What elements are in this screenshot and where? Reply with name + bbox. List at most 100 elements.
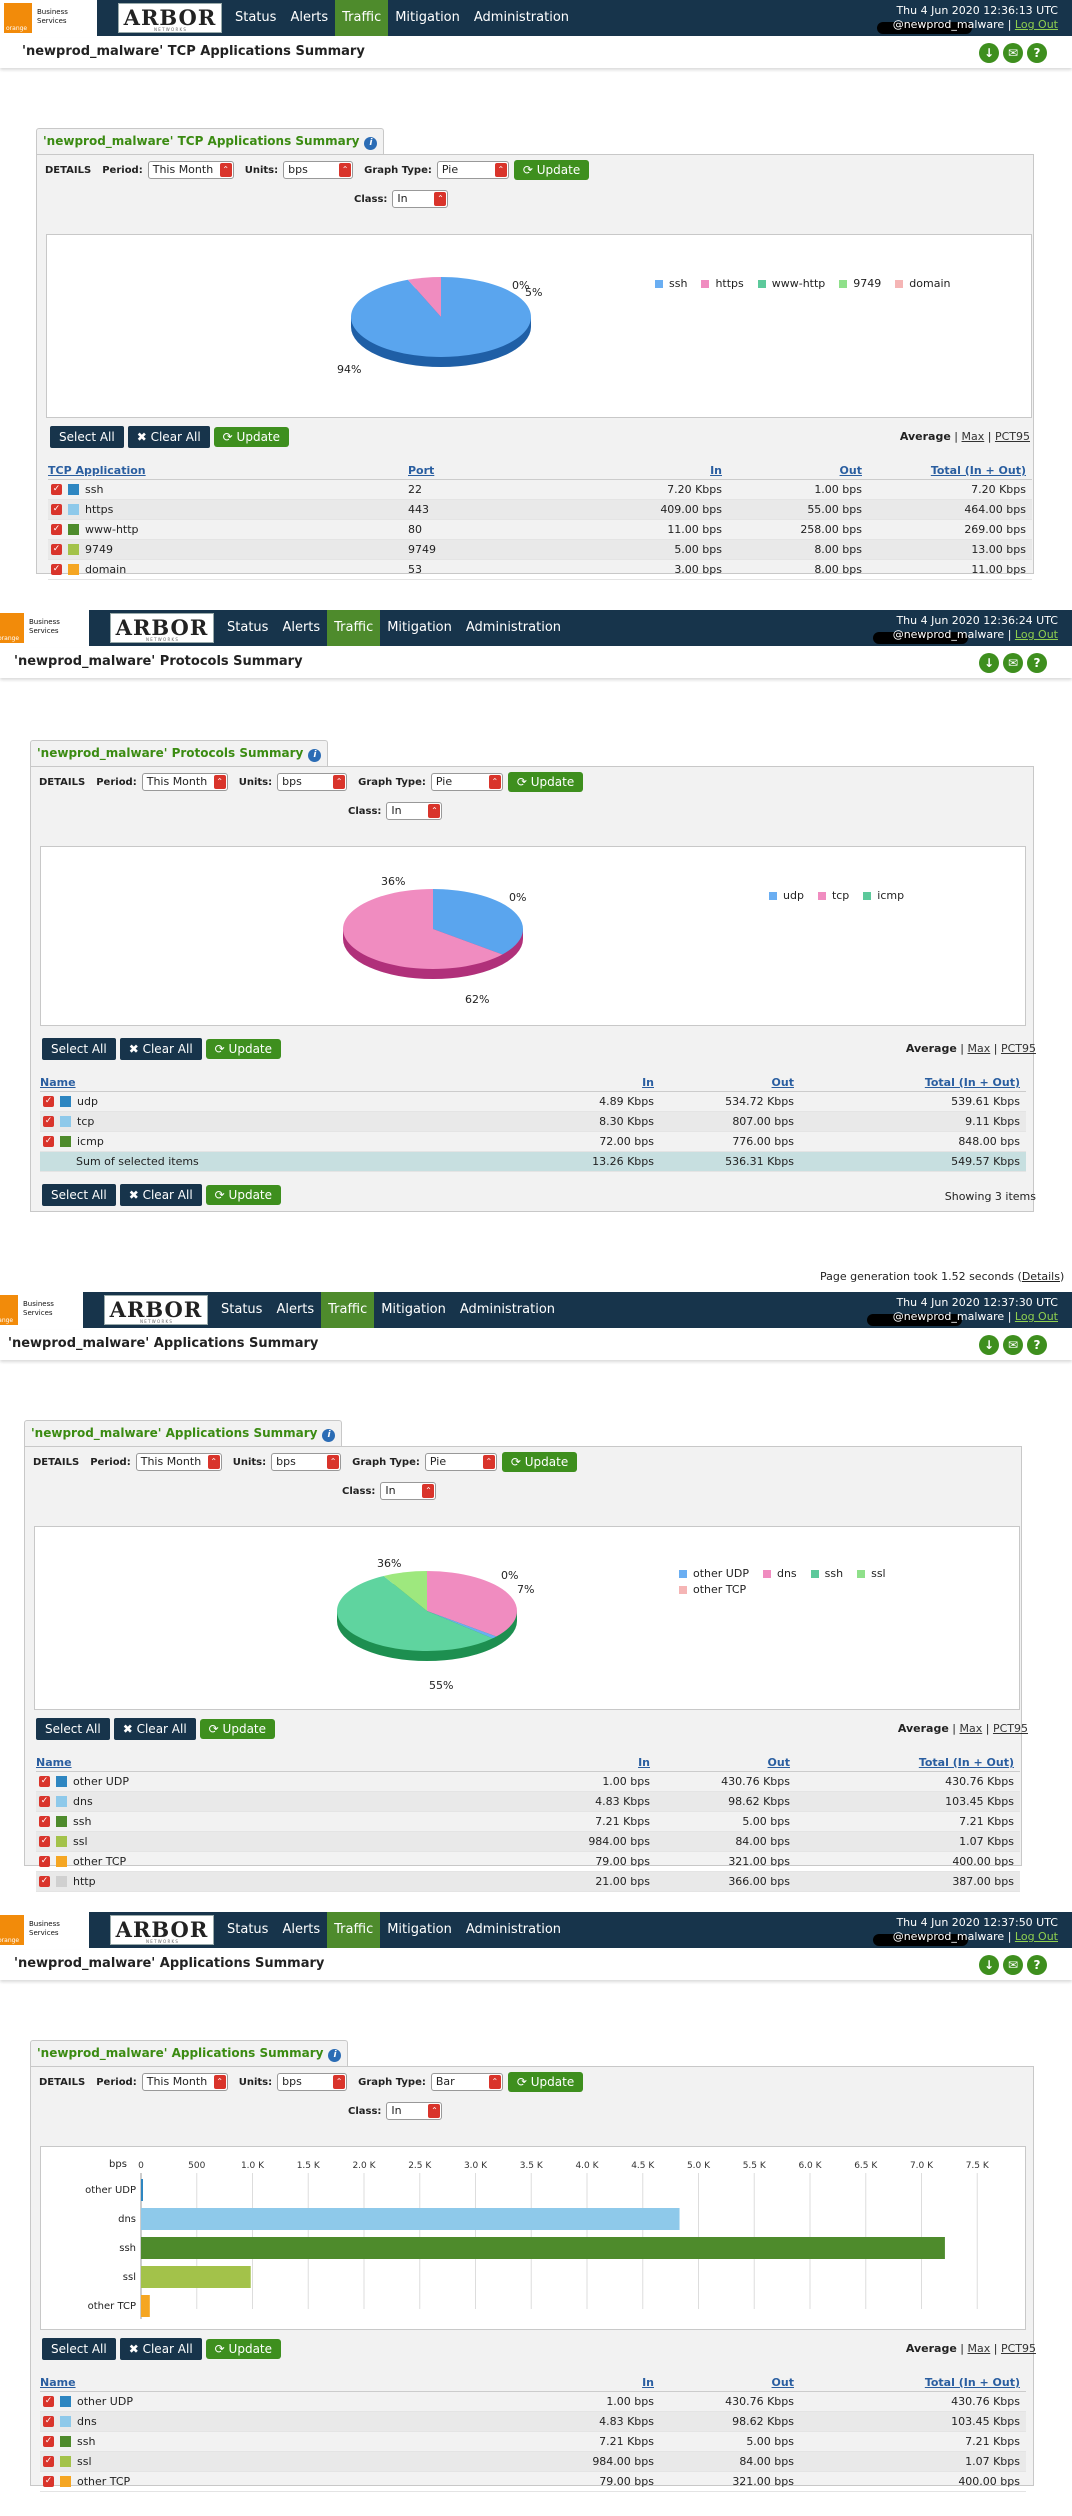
select-all-button[interactable]: Select All xyxy=(42,1184,116,1206)
details-link[interactable]: Details xyxy=(1021,1270,1060,1283)
nav-administration[interactable]: Administration xyxy=(473,10,570,25)
class-select[interactable]: In xyxy=(392,190,449,208)
table-row[interactable]: ✓ other UDP 1.00 bps 430.76 Kbps 430.76 Kbps xyxy=(36,1771,1020,1792)
update-button[interactable]: ⟳ Update xyxy=(199,1719,276,1739)
row-checkbox[interactable]: ✓ xyxy=(43,2476,54,2487)
table-row[interactable]: ✓ icmp 72.00 bps 776.00 bps 848.00 bps xyxy=(40,1131,1026,1152)
update-button[interactable]: ⟳ Update xyxy=(507,772,584,792)
clear-all-button[interactable]: ✖ Clear All xyxy=(119,1184,202,1206)
row-checkbox[interactable]: ✓ xyxy=(39,1876,50,1887)
pie-slice[interactable] xyxy=(407,277,441,317)
column-header[interactable]: Port xyxy=(408,462,608,480)
logout-link[interactable]: Log Out xyxy=(1014,628,1058,641)
legend-item[interactable]: 9749 xyxy=(839,277,881,290)
row-checkbox[interactable]: ✓ xyxy=(39,1796,50,1807)
graph-type-select[interactable]: Bar xyxy=(430,2073,503,2091)
table-row[interactable]: ✓ dns 4.83 Kbps 98.62 Kbps 103.45 Kbps xyxy=(36,1791,1020,1812)
units-select[interactable]: bps xyxy=(277,2073,348,2091)
column-header[interactable]: Name xyxy=(36,1754,516,1772)
nav-status[interactable]: Status xyxy=(221,1302,263,1317)
table-row[interactable]: ✓ http 21.00 bps 366.00 bps 387.00 bps xyxy=(36,1871,1020,1892)
email-icon[interactable]: ✉ xyxy=(1003,1955,1023,1975)
table-row[interactable]: ✓ domain 53 3.00 bps 8.00 bps 11.00 bps xyxy=(48,559,1032,580)
row-checkbox[interactable]: ✓ xyxy=(43,2436,54,2447)
clear-all-button[interactable]: ✖ Clear All xyxy=(127,426,210,448)
row-checkbox[interactable]: ✓ xyxy=(43,2396,54,2407)
bar[interactable] xyxy=(141,2208,680,2230)
column-header[interactable]: Total (In + Out) xyxy=(868,462,1032,480)
graph-type-select[interactable]: Pie xyxy=(436,161,509,179)
nav-mitigation[interactable]: Mitigation xyxy=(381,1302,446,1317)
nav-traffic[interactable]: Traffic xyxy=(335,0,389,36)
email-icon[interactable]: ✉ xyxy=(1003,43,1023,63)
period-select[interactable]: This Month xyxy=(147,161,234,179)
nav-alerts[interactable]: Alerts xyxy=(282,1922,321,1937)
summary-tab[interactable]: 'newprod_malware' Protocols Summary i xyxy=(30,740,329,766)
email-icon[interactable]: ✉ xyxy=(1003,653,1023,673)
max-link[interactable]: Max xyxy=(967,2342,991,2355)
row-checkbox[interactable]: ✓ xyxy=(51,544,62,555)
pct95-link[interactable]: PCT95 xyxy=(1000,1042,1036,1055)
table-row[interactable]: ✓ tcp 8.30 Kbps 807.00 bps 9.11 Kbps xyxy=(40,1111,1026,1132)
class-select[interactable]: In xyxy=(380,1482,437,1500)
legend-item[interactable]: other UDP xyxy=(679,1567,749,1580)
pie-slice[interactable] xyxy=(433,889,523,955)
bar[interactable] xyxy=(141,2237,945,2259)
max-link[interactable]: Max xyxy=(959,1722,983,1735)
column-header[interactable]: Out xyxy=(660,1074,800,1092)
info-icon[interactable]: i xyxy=(364,137,378,150)
nav-alerts[interactable]: Alerts xyxy=(290,10,329,25)
download-icon[interactable]: ↓ xyxy=(979,1955,999,1975)
period-select[interactable]: This Month xyxy=(141,2073,228,2091)
legend-item[interactable]: other TCP xyxy=(679,1583,746,1596)
nav-status[interactable]: Status xyxy=(227,620,269,635)
row-checkbox[interactable]: ✓ xyxy=(43,1116,54,1127)
column-header[interactable]: TCP Application xyxy=(48,462,408,480)
max-link[interactable]: Max xyxy=(967,1042,991,1055)
clear-all-button[interactable]: ✖ Clear All xyxy=(119,1038,202,1060)
row-checkbox[interactable]: ✓ xyxy=(51,484,62,495)
legend-item[interactable]: udp xyxy=(769,889,804,902)
help-icon[interactable]: ? xyxy=(1027,43,1047,63)
units-select[interactable]: bps xyxy=(271,1453,342,1471)
pie-slice[interactable] xyxy=(427,1611,497,1639)
table-row[interactable]: ✓ ssh 7.21 Kbps 5.00 bps 7.21 Kbps xyxy=(36,1811,1020,1832)
row-checkbox[interactable]: ✓ xyxy=(39,1776,50,1787)
table-row[interactable]: ✓ ssh 22 7.20 Kbps 1.00 bps 7.20 Kbps xyxy=(48,479,1032,500)
table-row[interactable]: ✓ udp 4.89 Kbps 534.72 Kbps 539.61 Kbps xyxy=(40,1091,1026,1112)
column-header[interactable]: Out xyxy=(660,2374,800,2392)
nav-mitigation[interactable]: Mitigation xyxy=(387,620,452,635)
summary-tab[interactable]: 'newprod_malware' TCP Applications Summa… xyxy=(36,128,385,154)
row-checkbox[interactable]: ✓ xyxy=(39,1836,50,1847)
pct95-link[interactable]: PCT95 xyxy=(992,1722,1028,1735)
nav-status[interactable]: Status xyxy=(235,10,277,25)
units-select[interactable]: bps xyxy=(283,161,354,179)
info-icon[interactable]: i xyxy=(328,2049,342,2062)
legend-item[interactable]: icmp xyxy=(863,889,904,902)
download-icon[interactable]: ↓ xyxy=(979,43,999,63)
class-select[interactable]: In xyxy=(386,802,443,820)
period-select[interactable]: This Month xyxy=(141,773,228,791)
update-button[interactable]: ⟳ Update xyxy=(507,2072,584,2092)
row-checkbox[interactable]: ✓ xyxy=(43,2416,54,2427)
legend-item[interactable]: ssh xyxy=(810,1567,843,1580)
info-icon[interactable]: i xyxy=(322,1429,336,1442)
nav-traffic[interactable]: Traffic xyxy=(321,1292,375,1328)
graph-type-select[interactable]: Pie xyxy=(430,773,503,791)
row-checkbox[interactable]: ✓ xyxy=(51,504,62,515)
legend-item[interactable]: https xyxy=(701,277,744,290)
legend-item[interactable]: domain xyxy=(895,277,951,290)
column-header[interactable]: Name xyxy=(40,1074,520,1092)
table-row[interactable]: ✓ https 443 409.00 bps 55.00 bps 464.00 bps xyxy=(48,499,1032,520)
legend-item[interactable]: www-http xyxy=(757,277,825,290)
update-button[interactable]: ⟳ Update xyxy=(513,160,590,180)
row-checkbox[interactable]: ✓ xyxy=(43,1096,54,1107)
update-button[interactable]: ⟳ Update xyxy=(501,1452,578,1472)
table-row[interactable]: ✓ dns 4.83 Kbps 98.62 Kbps 103.45 Kbps xyxy=(40,2411,1026,2432)
legend-item[interactable]: dns xyxy=(762,1567,797,1580)
nav-mitigation[interactable]: Mitigation xyxy=(395,10,460,25)
select-all-button[interactable]: Select All xyxy=(50,426,124,448)
bar[interactable] xyxy=(141,2295,150,2317)
row-checkbox[interactable]: ✓ xyxy=(51,524,62,535)
summary-tab[interactable]: 'newprod_malware' Applications Summary i xyxy=(30,2040,349,2066)
